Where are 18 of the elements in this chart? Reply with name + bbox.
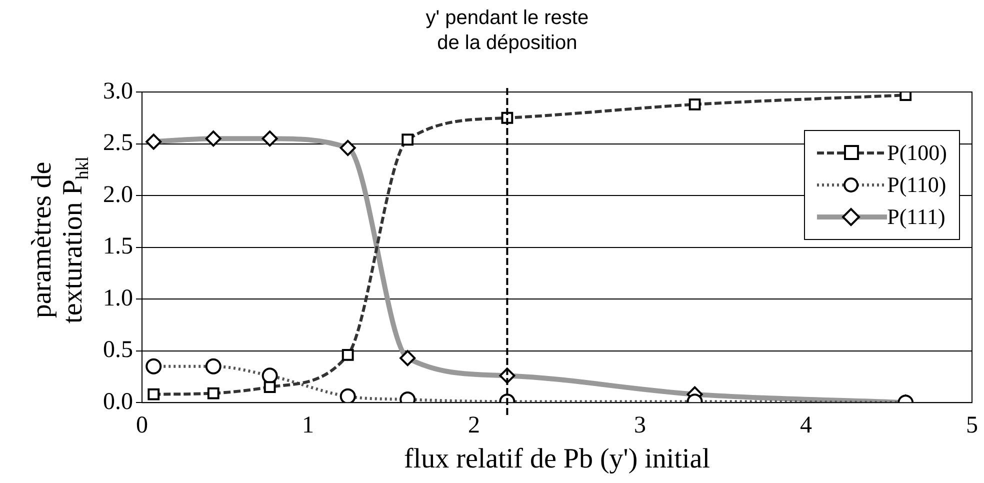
y-tick-label: 2.5 (103, 130, 133, 156)
ref-line-label: y' pendant le reste de la déposition (426, 6, 589, 56)
y-tick-label: 3.0 (103, 78, 133, 104)
x-tick-label: 2 (468, 412, 480, 438)
x-tick-label: 4 (800, 412, 812, 438)
y-tick-label: 2.0 (103, 182, 133, 208)
x-tick-label: 0 (136, 412, 148, 438)
y-tick-label: 0.5 (103, 337, 133, 364)
y-tick-label: 0.0 (103, 388, 133, 415)
x-tick-label: 3 (634, 412, 646, 438)
legend-label: P(100) (887, 140, 947, 166)
legend-label: P(111) (887, 204, 946, 230)
y-tick-label: 1.5 (103, 234, 133, 260)
legend-label: P(110) (887, 172, 946, 198)
x-tick-label: 1 (302, 412, 314, 438)
x-tick-label: 5 (966, 412, 978, 438)
y-tick-label: 1.0 (103, 285, 133, 312)
x-axis-title: flux relatif de Pb (y') initial (404, 444, 710, 475)
